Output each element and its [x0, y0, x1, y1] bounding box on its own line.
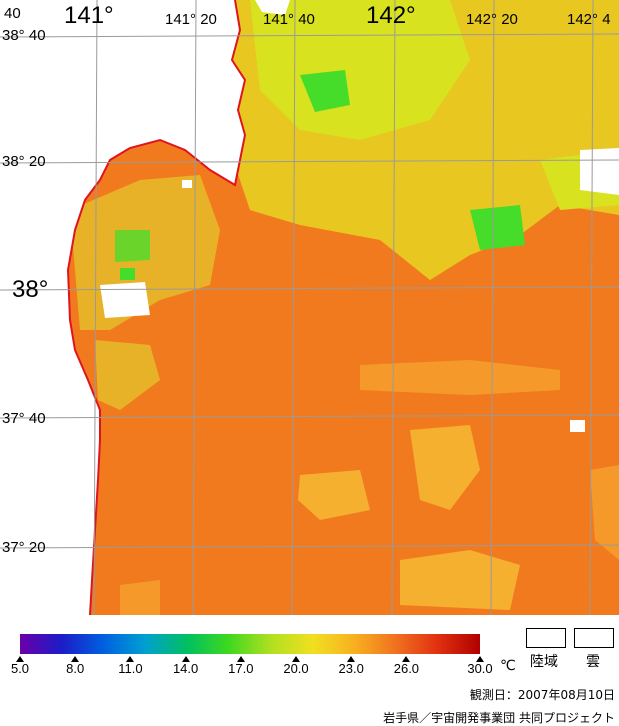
parallel	[0, 544, 619, 549]
colorbar-tick-label: 26.0	[393, 661, 420, 676]
warm-plume-5	[590, 465, 619, 560]
cloud-patch-1	[100, 282, 150, 318]
land-honshu	[0, 0, 245, 615]
latitude-label: 37° 40	[2, 410, 46, 427]
land-legend-label: 陸域	[530, 654, 558, 670]
green-patch-1	[300, 70, 350, 112]
meridian	[490, 0, 495, 615]
colorbar-tick-label: 11.0	[118, 661, 143, 676]
longitude-label: 141°	[64, 2, 114, 29]
colorbar-tick	[292, 656, 300, 662]
cloud-legend-label: 雲	[586, 654, 600, 670]
meridian	[291, 0, 296, 615]
colorbar-tick-label: 23.0	[338, 661, 364, 676]
coastal-cool-band-2	[95, 340, 160, 410]
colorbar-tick	[347, 656, 356, 662]
colorbar-tick-label: 8.0	[66, 661, 85, 676]
colorbar-tick	[71, 656, 80, 662]
meridian	[589, 0, 594, 615]
colorbar-tick-label: 5.0	[10, 661, 30, 676]
temperature-colorbar	[20, 634, 480, 654]
green-patch-4	[120, 268, 135, 280]
longitude-label: 141° 20	[165, 11, 217, 28]
longitude-label: 40	[4, 5, 21, 22]
parallel	[0, 159, 619, 164]
longitude-label: 142° 4	[567, 11, 611, 28]
warm-plume-6	[120, 580, 160, 615]
credit-text: 岩手県／宇宙開発事業団 共同プロジェクト	[383, 711, 615, 725]
colorbar-tick	[126, 656, 135, 662]
longitude-label: 142° 20	[466, 11, 518, 28]
colorbar-tick-label: 17.0	[228, 661, 254, 676]
cloud-patch-2	[580, 148, 619, 195]
land-swatch	[526, 628, 566, 648]
meridian	[391, 0, 396, 615]
colorbar-tick-label: 30.0	[467, 661, 493, 676]
cloud-swatch	[574, 628, 614, 648]
observation-date: 観測日：2007年08月10日	[469, 688, 615, 702]
graticule	[0, 0, 619, 615]
longitude-label: 141° 40	[263, 11, 315, 28]
colorbar-tick-label: 14.0	[172, 661, 199, 676]
colorbar-tick-label: 20.0	[283, 661, 309, 676]
meridian	[192, 0, 197, 615]
colorbar-tick	[476, 656, 484, 662]
warm-plume-1	[360, 360, 560, 395]
meridian	[93, 0, 98, 615]
parallel	[0, 286, 619, 291]
cloud-patch-3	[570, 420, 585, 432]
warm-plume-4	[400, 550, 520, 610]
green-patch-2	[470, 205, 525, 250]
colorbar-tick	[16, 656, 24, 662]
colorbar-tick	[402, 656, 411, 662]
cloud-patch-5	[182, 180, 192, 188]
latitude-label: 38° 20	[2, 153, 46, 170]
coastline	[66, 0, 247, 615]
parallel	[0, 414, 619, 419]
colorbar-tick	[181, 656, 190, 662]
colorbar-tick	[236, 656, 245, 662]
colorbar-unit: ℃	[500, 658, 516, 674]
warm-plume-2	[410, 425, 480, 510]
parallel	[0, 33, 619, 38]
sea-surface-temperature-map	[0, 0, 619, 615]
warm-plume-3	[298, 470, 370, 520]
cloud-patch-4	[255, 0, 290, 15]
latitude-label: 37° 20	[2, 539, 46, 556]
longitude-label: 142°	[366, 2, 416, 29]
latitude-label: 38° 40	[2, 27, 46, 44]
green-patch-3	[115, 230, 150, 262]
latitude-label: 38°	[12, 276, 49, 303]
